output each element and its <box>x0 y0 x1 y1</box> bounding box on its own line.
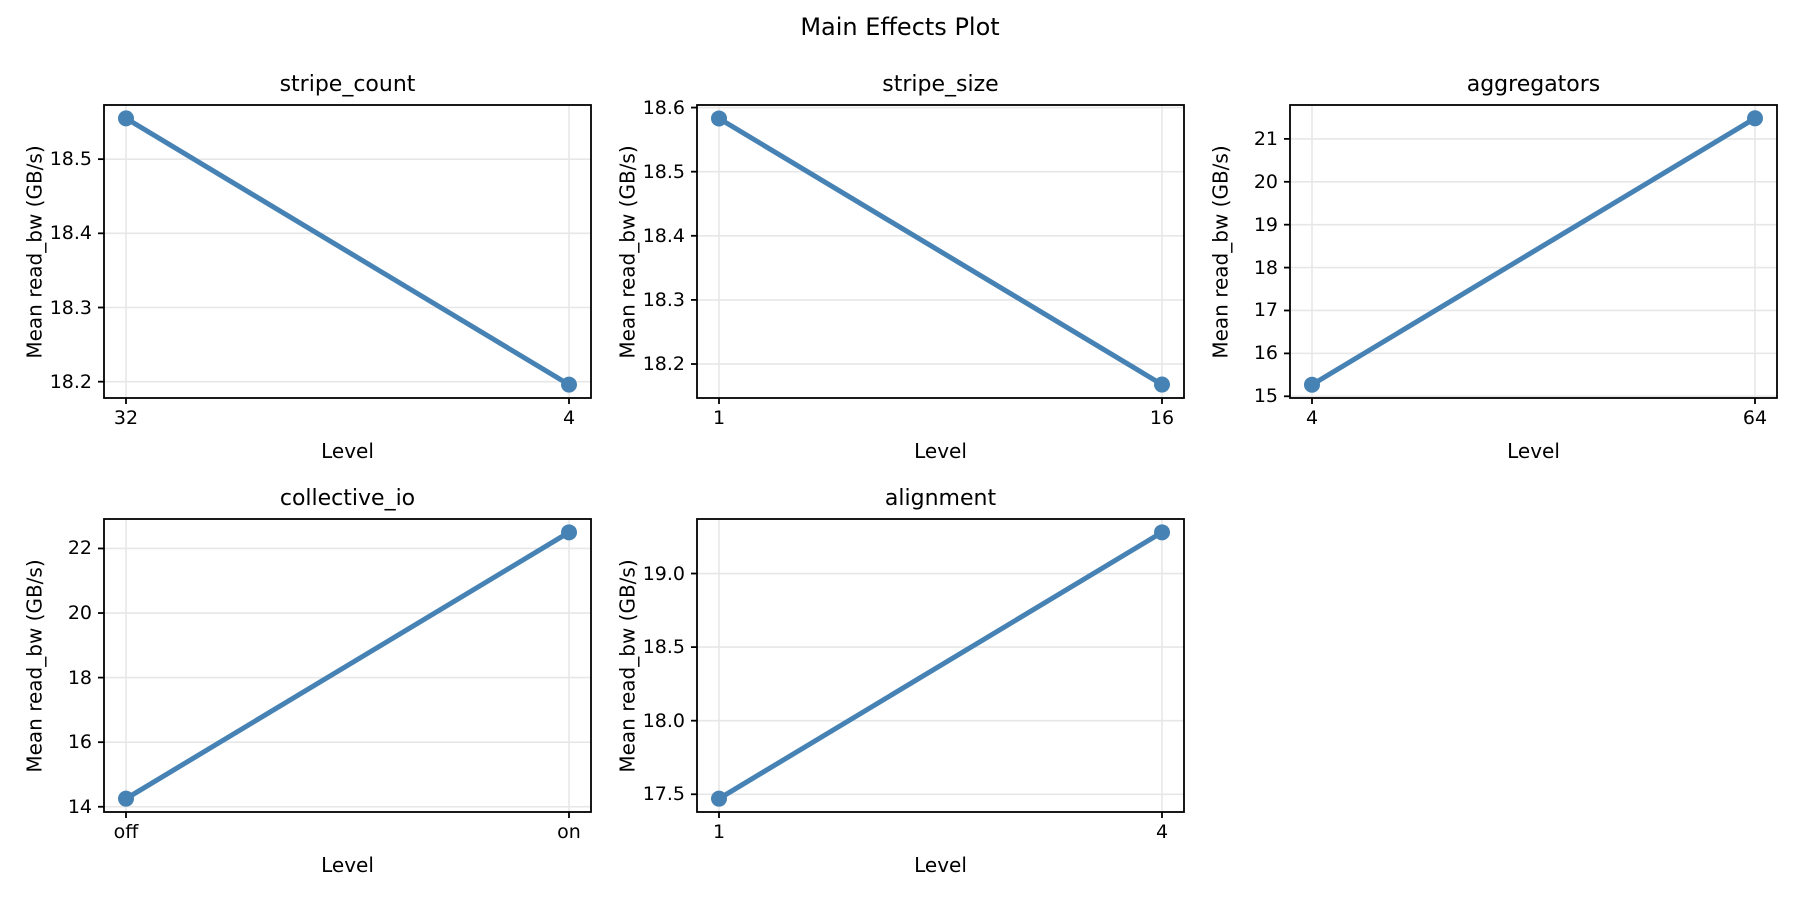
y-tick-label: 17.5 <box>642 783 685 806</box>
x-axis-label: Level <box>321 853 374 877</box>
plot-area-stripe_count <box>98 104 592 404</box>
y-tick-label: 19 <box>1253 213 1278 236</box>
data-line <box>123 529 572 802</box>
axes-spines <box>696 518 1185 813</box>
y-tick-label: 18.6 <box>642 96 685 119</box>
y-tick-label: 14 <box>67 795 92 818</box>
subplot-title: aggregators <box>1466 72 1601 97</box>
x-tick-label: 4 <box>1155 821 1169 843</box>
x-axis-label: Level <box>914 853 967 877</box>
x-tick-label: on <box>557 821 581 843</box>
data-line <box>716 115 1165 388</box>
y-tick-label: 19.0 <box>642 562 685 585</box>
y-axis-label: Mean read_bw (GB/s) <box>615 558 639 773</box>
y-axis-label: Mean read_bw (GB/s) <box>22 558 46 773</box>
y-tick-label: 18.0 <box>642 709 685 732</box>
x-tick-label: 32 <box>113 407 139 429</box>
x-tick-label: 4 <box>562 407 576 429</box>
figure-title: Main Effects Plot <box>800 13 1000 41</box>
y-tick-label: 16 <box>1253 342 1278 365</box>
x-axis-label: Level <box>321 439 374 463</box>
data-point <box>1747 110 1763 127</box>
data-line <box>1309 115 1758 388</box>
axes-spines <box>696 104 1185 399</box>
y-axis-label: Mean read_bw (GB/s) <box>1208 144 1232 359</box>
y-tick-label: 21 <box>1253 127 1278 150</box>
data-point <box>711 110 727 127</box>
axes-spines <box>103 104 592 399</box>
x-tick-label: 1 <box>712 407 726 429</box>
data-point <box>1154 524 1170 541</box>
data-point <box>1154 376 1170 393</box>
y-tick-label: 18 <box>1253 256 1278 279</box>
subplot-title: stripe_size <box>882 72 999 97</box>
y-tick-label: 18.3 <box>49 296 92 319</box>
data-point <box>711 790 727 807</box>
y-tick-label: 18.5 <box>642 160 685 183</box>
axes-spines <box>103 518 592 813</box>
y-tick-label: 17 <box>1253 299 1278 322</box>
plot-area-alignment <box>691 518 1185 818</box>
y-tick-label: 16 <box>67 731 92 754</box>
data-point <box>561 376 577 393</box>
y-tick-label: 18 <box>67 666 92 689</box>
y-tick-label: 18.5 <box>642 636 685 659</box>
x-tick-label: off <box>113 821 139 843</box>
y-tick-label: 20 <box>1253 170 1278 193</box>
x-tick-label: 4 <box>1305 407 1319 429</box>
plot-area-collective_io <box>98 518 592 818</box>
subplot-title: stripe_count <box>279 72 416 97</box>
y-tick-label: 15 <box>1253 385 1278 408</box>
x-tick-label: 16 <box>1149 407 1175 429</box>
data-point <box>118 790 134 807</box>
plot-area-aggregators <box>1284 104 1778 404</box>
y-axis-label: Mean read_bw (GB/s) <box>22 144 46 359</box>
data-point <box>561 524 577 541</box>
data-point <box>1304 376 1320 393</box>
y-tick-label: 18.5 <box>49 148 92 171</box>
y-tick-label: 18.2 <box>49 370 92 393</box>
x-tick-label: 64 <box>1742 407 1768 429</box>
plot-area-stripe_size <box>691 104 1185 404</box>
x-tick-label: 1 <box>712 821 726 843</box>
x-axis-label: Level <box>1507 439 1560 463</box>
axes-spines <box>1289 104 1778 399</box>
y-tick-label: 18.4 <box>642 224 685 247</box>
data-line <box>716 529 1165 802</box>
y-tick-label: 18.4 <box>49 222 92 245</box>
data-point <box>118 110 134 127</box>
data-line <box>123 115 572 388</box>
y-tick-label: 22 <box>67 537 92 560</box>
y-tick-label: 20 <box>67 602 92 625</box>
subplot-title: alignment <box>884 486 997 511</box>
y-tick-label: 18.3 <box>642 288 685 311</box>
x-axis-label: Level <box>914 439 967 463</box>
y-tick-label: 18.2 <box>642 353 685 376</box>
subplot-title: collective_io <box>279 486 416 511</box>
y-axis-label: Mean read_bw (GB/s) <box>615 144 639 359</box>
